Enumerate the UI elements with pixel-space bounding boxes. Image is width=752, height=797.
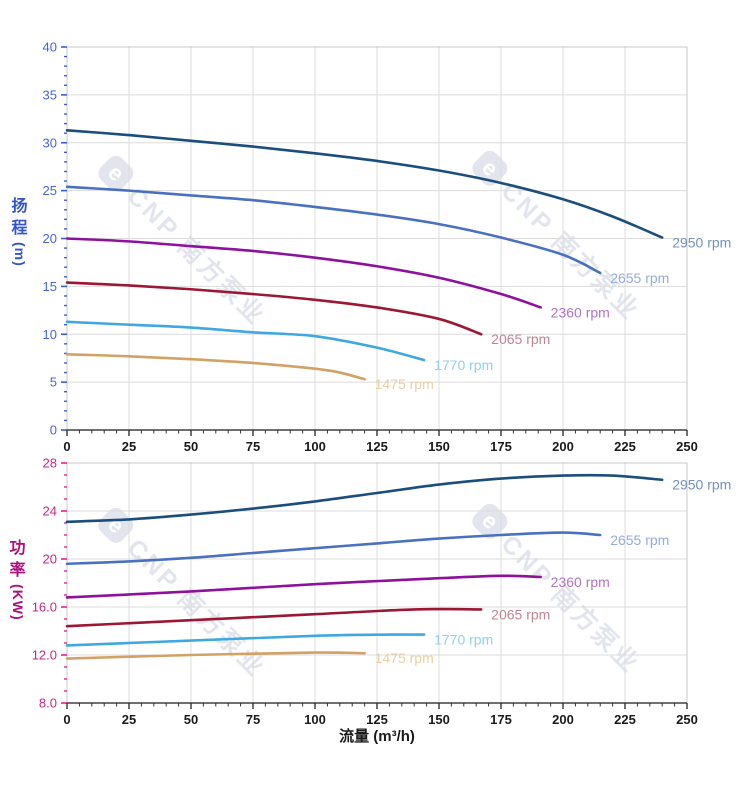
y-tick-label: 20 <box>43 231 57 246</box>
curve-2950-rpm <box>65 473 664 524</box>
y-tick-label: 12.0 <box>32 648 57 663</box>
flow-axis-title: 流量 (m³/h) <box>339 728 415 745</box>
curve-label-2655-rpm: 2655 rpm <box>610 270 669 286</box>
curve-1770-rpm <box>65 320 426 362</box>
curve-2950-rpm <box>65 129 664 239</box>
y-tick-label: 28 <box>43 456 57 471</box>
head-axis-char: 扬 <box>11 198 28 215</box>
curve-label-2065-rpm: 2065 rpm <box>491 606 550 622</box>
curve-2655-rpm <box>65 531 602 566</box>
curve-2655-rpm <box>65 185 602 275</box>
curve-label-2950-rpm: 2950 rpm <box>672 477 731 493</box>
power-axis-title: 功 率 (KW) <box>8 538 27 621</box>
x-tick-label: 100 <box>304 712 326 727</box>
curve-label-1770-rpm: 1770 rpm <box>434 632 493 648</box>
curve-label-2950-rpm: 2950 rpm <box>672 234 731 250</box>
y-tick-label: 35 <box>43 87 57 102</box>
x-tick-label: 50 <box>184 439 198 454</box>
y-tick-label: 16.0 <box>32 600 57 615</box>
x-tick-label: 175 <box>490 439 512 454</box>
y-tick-label: 8.0 <box>39 696 57 711</box>
x-tick-label: 175 <box>490 712 512 727</box>
x-tick-label: 25 <box>122 439 136 454</box>
curve-1475-rpm <box>65 651 366 660</box>
x-tick-label: 200 <box>552 439 574 454</box>
y-tick-label: 5 <box>50 375 57 390</box>
power-axis-char: 功 <box>9 540 26 557</box>
power-axis-char: 率 <box>9 561 26 579</box>
x-tick-label: 50 <box>184 712 198 727</box>
y-tick-label: 10 <box>43 327 57 342</box>
y-tick-label: 24 <box>43 504 57 519</box>
x-tick-label: 75 <box>246 712 260 727</box>
curve-label-2360-rpm: 2360 rpm <box>551 574 610 590</box>
x-tick-label: 200 <box>552 712 574 727</box>
y-tick-label: 25 <box>43 183 57 198</box>
x-tick-label: 75 <box>246 439 260 454</box>
curve-1770-rpm <box>65 633 426 647</box>
head-axis-unit: (m) <box>11 242 28 267</box>
curve-2065-rpm <box>65 607 483 628</box>
head-axis-char: 程 <box>11 219 28 237</box>
curve-label-2655-rpm: 2655 rpm <box>610 532 669 548</box>
x-tick-label: 225 <box>614 439 636 454</box>
x-tick-label: 0 <box>63 712 70 727</box>
x-tick-label: 250 <box>676 712 698 727</box>
curve-label-1475-rpm: 1475 rpm <box>375 376 434 392</box>
x-tick-label: 150 <box>428 439 450 454</box>
curve-1475-rpm <box>65 353 366 381</box>
curve-label-2360-rpm: 2360 rpm <box>551 304 610 320</box>
curve-label-2065-rpm: 2065 rpm <box>491 331 550 347</box>
x-tick-label: 125 <box>366 439 388 454</box>
x-tick-label: 225 <box>614 712 636 727</box>
curve-label-1770-rpm: 1770 rpm <box>434 357 493 373</box>
y-tick-label: 20 <box>43 552 57 567</box>
y-tick-label: 15 <box>43 279 57 294</box>
x-tick-label: 250 <box>676 439 698 454</box>
y-tick-label: 40 <box>43 40 57 55</box>
curve-2360-rpm <box>65 237 542 309</box>
curve-label-1475-rpm: 1475 rpm <box>375 650 434 666</box>
power-axis-unit: (KW) <box>9 584 26 621</box>
curve-2065-rpm <box>65 281 483 336</box>
chart-1: 0 5 10 15 20 25 30 35 40 0 25 50 75 100 125 150 175 200 22… <box>43 40 732 454</box>
x-tick-label: 125 <box>366 712 388 727</box>
chart-2: 8.0 12.0 16.0 20 24 28 0 25 50 75 100 125 150 175 200 2… <box>32 456 732 727</box>
y-tick-label: 0 <box>50 423 57 438</box>
x-tick-label: 0 <box>63 439 70 454</box>
y-tick-label: 30 <box>43 135 57 150</box>
head-axis-title: 扬 程 (m) <box>10 196 29 267</box>
curve-2360-rpm <box>65 574 542 599</box>
x-tick-label: 150 <box>428 712 450 727</box>
x-tick-label: 25 <box>122 712 136 727</box>
x-tick-label: 100 <box>304 439 326 454</box>
